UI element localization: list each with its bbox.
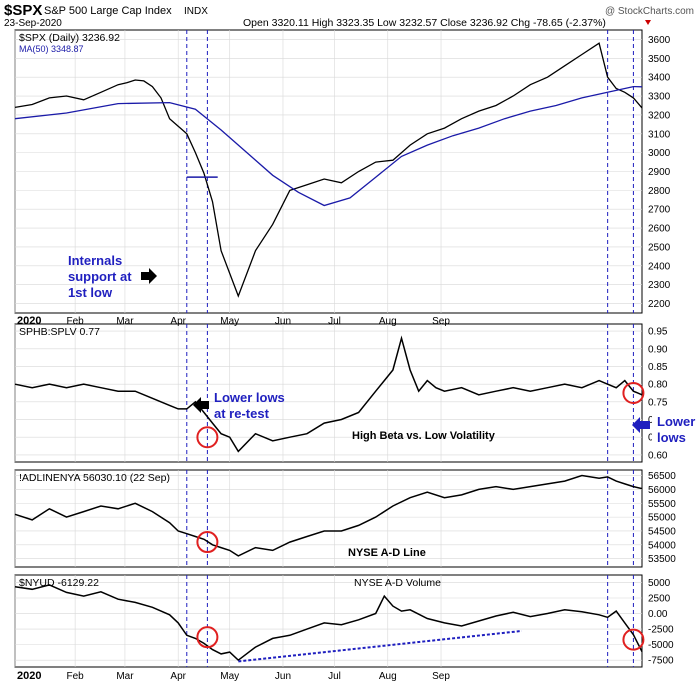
panel-frame xyxy=(14,574,643,668)
legend-entry: SPHB:SPLV 0.77 xyxy=(19,326,100,338)
y-tick-label: 2400 xyxy=(648,261,671,272)
y-tick-label: 55000 xyxy=(648,513,676,524)
y-tick-label: 5000 xyxy=(648,578,671,589)
y-tick-label: 0.00 xyxy=(648,609,668,620)
x-tick-label: Aug xyxy=(379,316,397,327)
y-tick-label: -5000 xyxy=(648,640,674,651)
y-tick-label: 3300 xyxy=(648,92,671,103)
trend-line xyxy=(238,629,522,663)
y-tick-label: 3500 xyxy=(648,54,671,65)
y-tick-label: 53500 xyxy=(648,554,676,565)
x-tick-label: May xyxy=(220,316,239,327)
y-tick-label: 2600 xyxy=(648,224,671,235)
x-tick-label: 2020 xyxy=(17,670,41,682)
y-tick-label: 0.85 xyxy=(648,362,668,373)
y-tick-label: 56000 xyxy=(648,485,676,496)
x-tick-label: Jun xyxy=(275,671,291,682)
callout-lower-lows-right: Lower lows xyxy=(632,412,698,446)
y-tick-label: 2300 xyxy=(648,280,671,291)
x-tick-label: Apr xyxy=(170,316,186,327)
y-tick-label: 3000 xyxy=(648,148,671,159)
y-tick-label: 0.90 xyxy=(648,344,668,355)
y-tick-label: 54000 xyxy=(648,540,676,551)
series-line xyxy=(14,474,643,557)
callout-lower: Lower xyxy=(657,414,695,429)
highlight-circle xyxy=(196,626,219,649)
series-line xyxy=(14,335,643,453)
left-arrow-icon xyxy=(632,417,650,433)
annotation-at-retest: at re-test xyxy=(214,406,270,421)
callout-internals-line: 1st low xyxy=(68,285,113,300)
y-tick-label: 2700 xyxy=(648,205,671,216)
annotation-ad-line: NYSE A-D Line xyxy=(348,547,426,559)
right-arrow-icon xyxy=(141,268,157,284)
legend-entry: $NYUD -6129.22 xyxy=(19,577,99,589)
x-tick-label: Apr xyxy=(170,671,186,682)
y-tick-label: 0.75 xyxy=(648,397,668,408)
x-tick-label: Mar xyxy=(116,671,134,682)
highlight-circle xyxy=(196,426,219,449)
y-tick-label: 2500 xyxy=(648,594,671,605)
y-tick-label: 56500 xyxy=(648,471,676,482)
y-tick-label: 3200 xyxy=(648,110,671,121)
exchange-label: INDX xyxy=(184,6,208,17)
y-tick-label: 2800 xyxy=(648,186,671,197)
x-tick-label: May xyxy=(220,671,239,682)
x-tick-label: Feb xyxy=(67,316,85,327)
y-tick-label: 3100 xyxy=(648,129,671,140)
legend-entry: $SPX (Daily) 3236.92 xyxy=(19,32,120,44)
series-line xyxy=(14,85,643,207)
y-tick-label: 2900 xyxy=(648,167,671,178)
x-tick-label: Mar xyxy=(116,316,134,327)
y-tick-label: 2500 xyxy=(648,242,671,253)
callout-lower-lows: Lower lows at re-test High Beta vs. Low … xyxy=(193,390,496,442)
ohlc-readout: Open 3320.11 High 3323.35 Low 3232.57 Cl… xyxy=(243,17,606,29)
legend-entry: !ADLINENYA 56030.10 (22 Sep) xyxy=(19,472,170,484)
callout-internals-line: Internals xyxy=(68,253,122,268)
legend-entry: MA(50) 3348.87 xyxy=(19,44,84,54)
annotation-ad-volume: NYSE A-D Volume xyxy=(354,577,441,589)
annotation-high-beta: High Beta vs. Low Volatility xyxy=(352,430,496,442)
x-tick-label: Feb xyxy=(67,671,85,682)
callout-lows: lows xyxy=(657,430,686,445)
y-tick-label: 2200 xyxy=(648,299,671,310)
annotation-lower-lows: Lower lows xyxy=(214,390,285,405)
panel-sphb: 0.950.900.850.800.750.700.650.60SPHB:SPL… xyxy=(14,323,668,463)
x-tick-label: Jul xyxy=(328,316,341,327)
series-line xyxy=(14,584,643,662)
highlight-circle xyxy=(622,382,645,404)
panel-adline: 56500 56000 55500 55000 54500 54000 53500 !ADLI… xyxy=(14,469,676,568)
y-tick-label: -7500 xyxy=(648,656,674,667)
x-tick-label: Sep xyxy=(432,671,450,682)
y-tick-label: 0.80 xyxy=(648,380,668,391)
callout-internals-line: support at xyxy=(68,269,132,284)
watermark: @ StockCharts.com xyxy=(605,6,694,17)
chart-date: 23-Sep-2020 xyxy=(4,18,62,29)
y-tick-label: 0.95 xyxy=(648,327,668,338)
y-tick-label: 54500 xyxy=(648,526,676,537)
panel-nyud: 5000 2500 0.00 -2500 -5000 -7500 $NYUD -6129.2… xyxy=(14,574,674,668)
x-tick-label: 2020 xyxy=(17,315,41,327)
highlight-circle xyxy=(622,628,645,651)
x-tick-label: Jul xyxy=(328,671,341,682)
callout-internals: Internals support at 1st low xyxy=(68,253,157,300)
x-tick-label: Jun xyxy=(275,316,291,327)
ticker-title: $SPX xyxy=(4,2,42,19)
y-tick-label: 0.60 xyxy=(648,450,668,461)
series-line xyxy=(14,42,643,298)
y-tick-label: -2500 xyxy=(648,625,674,636)
y-tick-label: 3600 xyxy=(648,35,671,46)
left-arrow-icon xyxy=(193,397,209,413)
down-arrow-icon xyxy=(645,20,651,25)
highlight-circle xyxy=(196,531,219,554)
y-tick-label: 55500 xyxy=(648,499,676,510)
y-tick-label: 3400 xyxy=(648,73,671,84)
callout-box xyxy=(652,412,698,446)
panel-spx: 3600 3500 3400 3300 3200 3100 3000 2900 2800 2700… xyxy=(14,29,671,314)
x-tick-label: Aug xyxy=(379,671,397,682)
x-tick-label: Sep xyxy=(432,316,450,327)
ticker-name: S&P 500 Large Cap Index xyxy=(44,5,172,17)
panel-frame xyxy=(14,323,643,463)
